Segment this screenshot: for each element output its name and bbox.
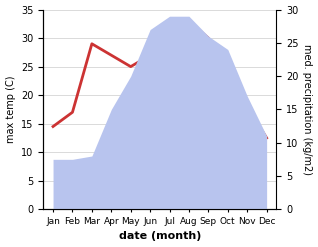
X-axis label: date (month): date (month) [119, 231, 201, 242]
Y-axis label: max temp (C): max temp (C) [5, 76, 16, 143]
Y-axis label: med. precipitation (kg/m2): med. precipitation (kg/m2) [302, 44, 313, 175]
